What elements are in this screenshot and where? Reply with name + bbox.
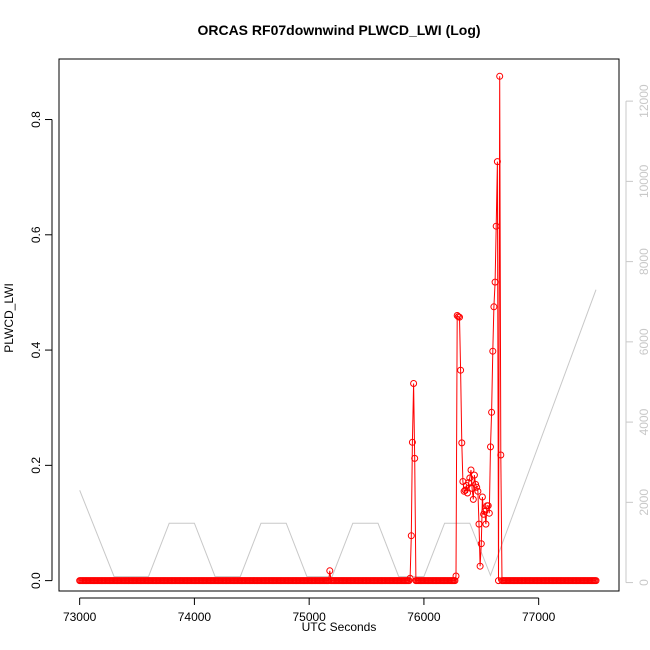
data-point bbox=[410, 380, 418, 387]
data-point bbox=[489, 347, 497, 355]
y2-tick-label: 10000 bbox=[637, 164, 650, 198]
data-point bbox=[457, 366, 465, 374]
data-point bbox=[452, 572, 460, 580]
data-point bbox=[497, 451, 505, 459]
data-point bbox=[475, 520, 483, 528]
data-point bbox=[411, 454, 419, 462]
data-point bbox=[470, 471, 478, 479]
data-point bbox=[468, 484, 476, 492]
y2-tick-label: 0 bbox=[637, 579, 650, 586]
data-point bbox=[465, 479, 473, 487]
data-point bbox=[488, 408, 496, 416]
x-tick-label: 75000 bbox=[292, 610, 326, 624]
series-primary-line bbox=[79, 76, 596, 582]
data-point bbox=[496, 72, 504, 80]
y-axis-label: PLWCD_LWI bbox=[2, 283, 16, 353]
chart-title: ORCAS RF07downwind PLWCD_LWI (Log) bbox=[197, 22, 480, 38]
data-point bbox=[473, 483, 481, 491]
y-tick-label: 0.2 bbox=[29, 457, 43, 474]
series-layer bbox=[76, 72, 600, 585]
data-point bbox=[478, 493, 486, 501]
x-tick-label: 74000 bbox=[178, 610, 212, 624]
series-secondary-line bbox=[79, 289, 597, 578]
y2-tick-label: 8000 bbox=[637, 248, 650, 275]
data-point bbox=[474, 487, 482, 495]
y2-tick-label: 6000 bbox=[637, 328, 650, 355]
data-point bbox=[482, 520, 490, 528]
data-point bbox=[477, 540, 485, 548]
y-tick-label: 0.0 bbox=[29, 572, 43, 589]
data-point bbox=[492, 222, 500, 230]
axis-layer: 73000 74000 75000 76000 77000 0.0 0.2 0.4 0.6 0.8… bbox=[29, 84, 650, 624]
x-tick-label: 77000 bbox=[522, 610, 556, 624]
data-point bbox=[592, 577, 600, 585]
data-point bbox=[407, 532, 415, 540]
y-tick-label: 0.6 bbox=[29, 226, 43, 243]
x-tick-label: 76000 bbox=[407, 610, 441, 624]
data-point bbox=[458, 439, 466, 447]
y2-tick-label: 12000 bbox=[637, 84, 650, 118]
data-point bbox=[481, 508, 489, 515]
data-point bbox=[485, 509, 493, 517]
data-point bbox=[456, 313, 463, 321]
data-point bbox=[490, 303, 498, 311]
y-tick-label: 0.4 bbox=[29, 341, 43, 358]
data-point bbox=[406, 574, 414, 582]
data-point bbox=[476, 562, 484, 570]
data-point bbox=[460, 487, 468, 495]
plot-frame bbox=[58, 58, 620, 592]
data-point bbox=[487, 443, 494, 451]
y2-tick-label: 2000 bbox=[637, 489, 650, 516]
x-tick-label: 73000 bbox=[63, 610, 97, 624]
data-point bbox=[467, 466, 475, 474]
data-point bbox=[464, 489, 471, 497]
y-tick-label: 0.8 bbox=[29, 111, 43, 128]
data-point bbox=[408, 438, 416, 446]
data-point bbox=[484, 502, 492, 510]
data-point bbox=[469, 495, 477, 503]
data-point bbox=[451, 577, 459, 585]
data-point bbox=[326, 567, 334, 575]
data-point bbox=[493, 158, 501, 166]
y2-tick-label: 4000 bbox=[637, 408, 650, 435]
x-axis-label: UTC Seconds bbox=[302, 620, 377, 634]
data-point bbox=[491, 278, 499, 286]
